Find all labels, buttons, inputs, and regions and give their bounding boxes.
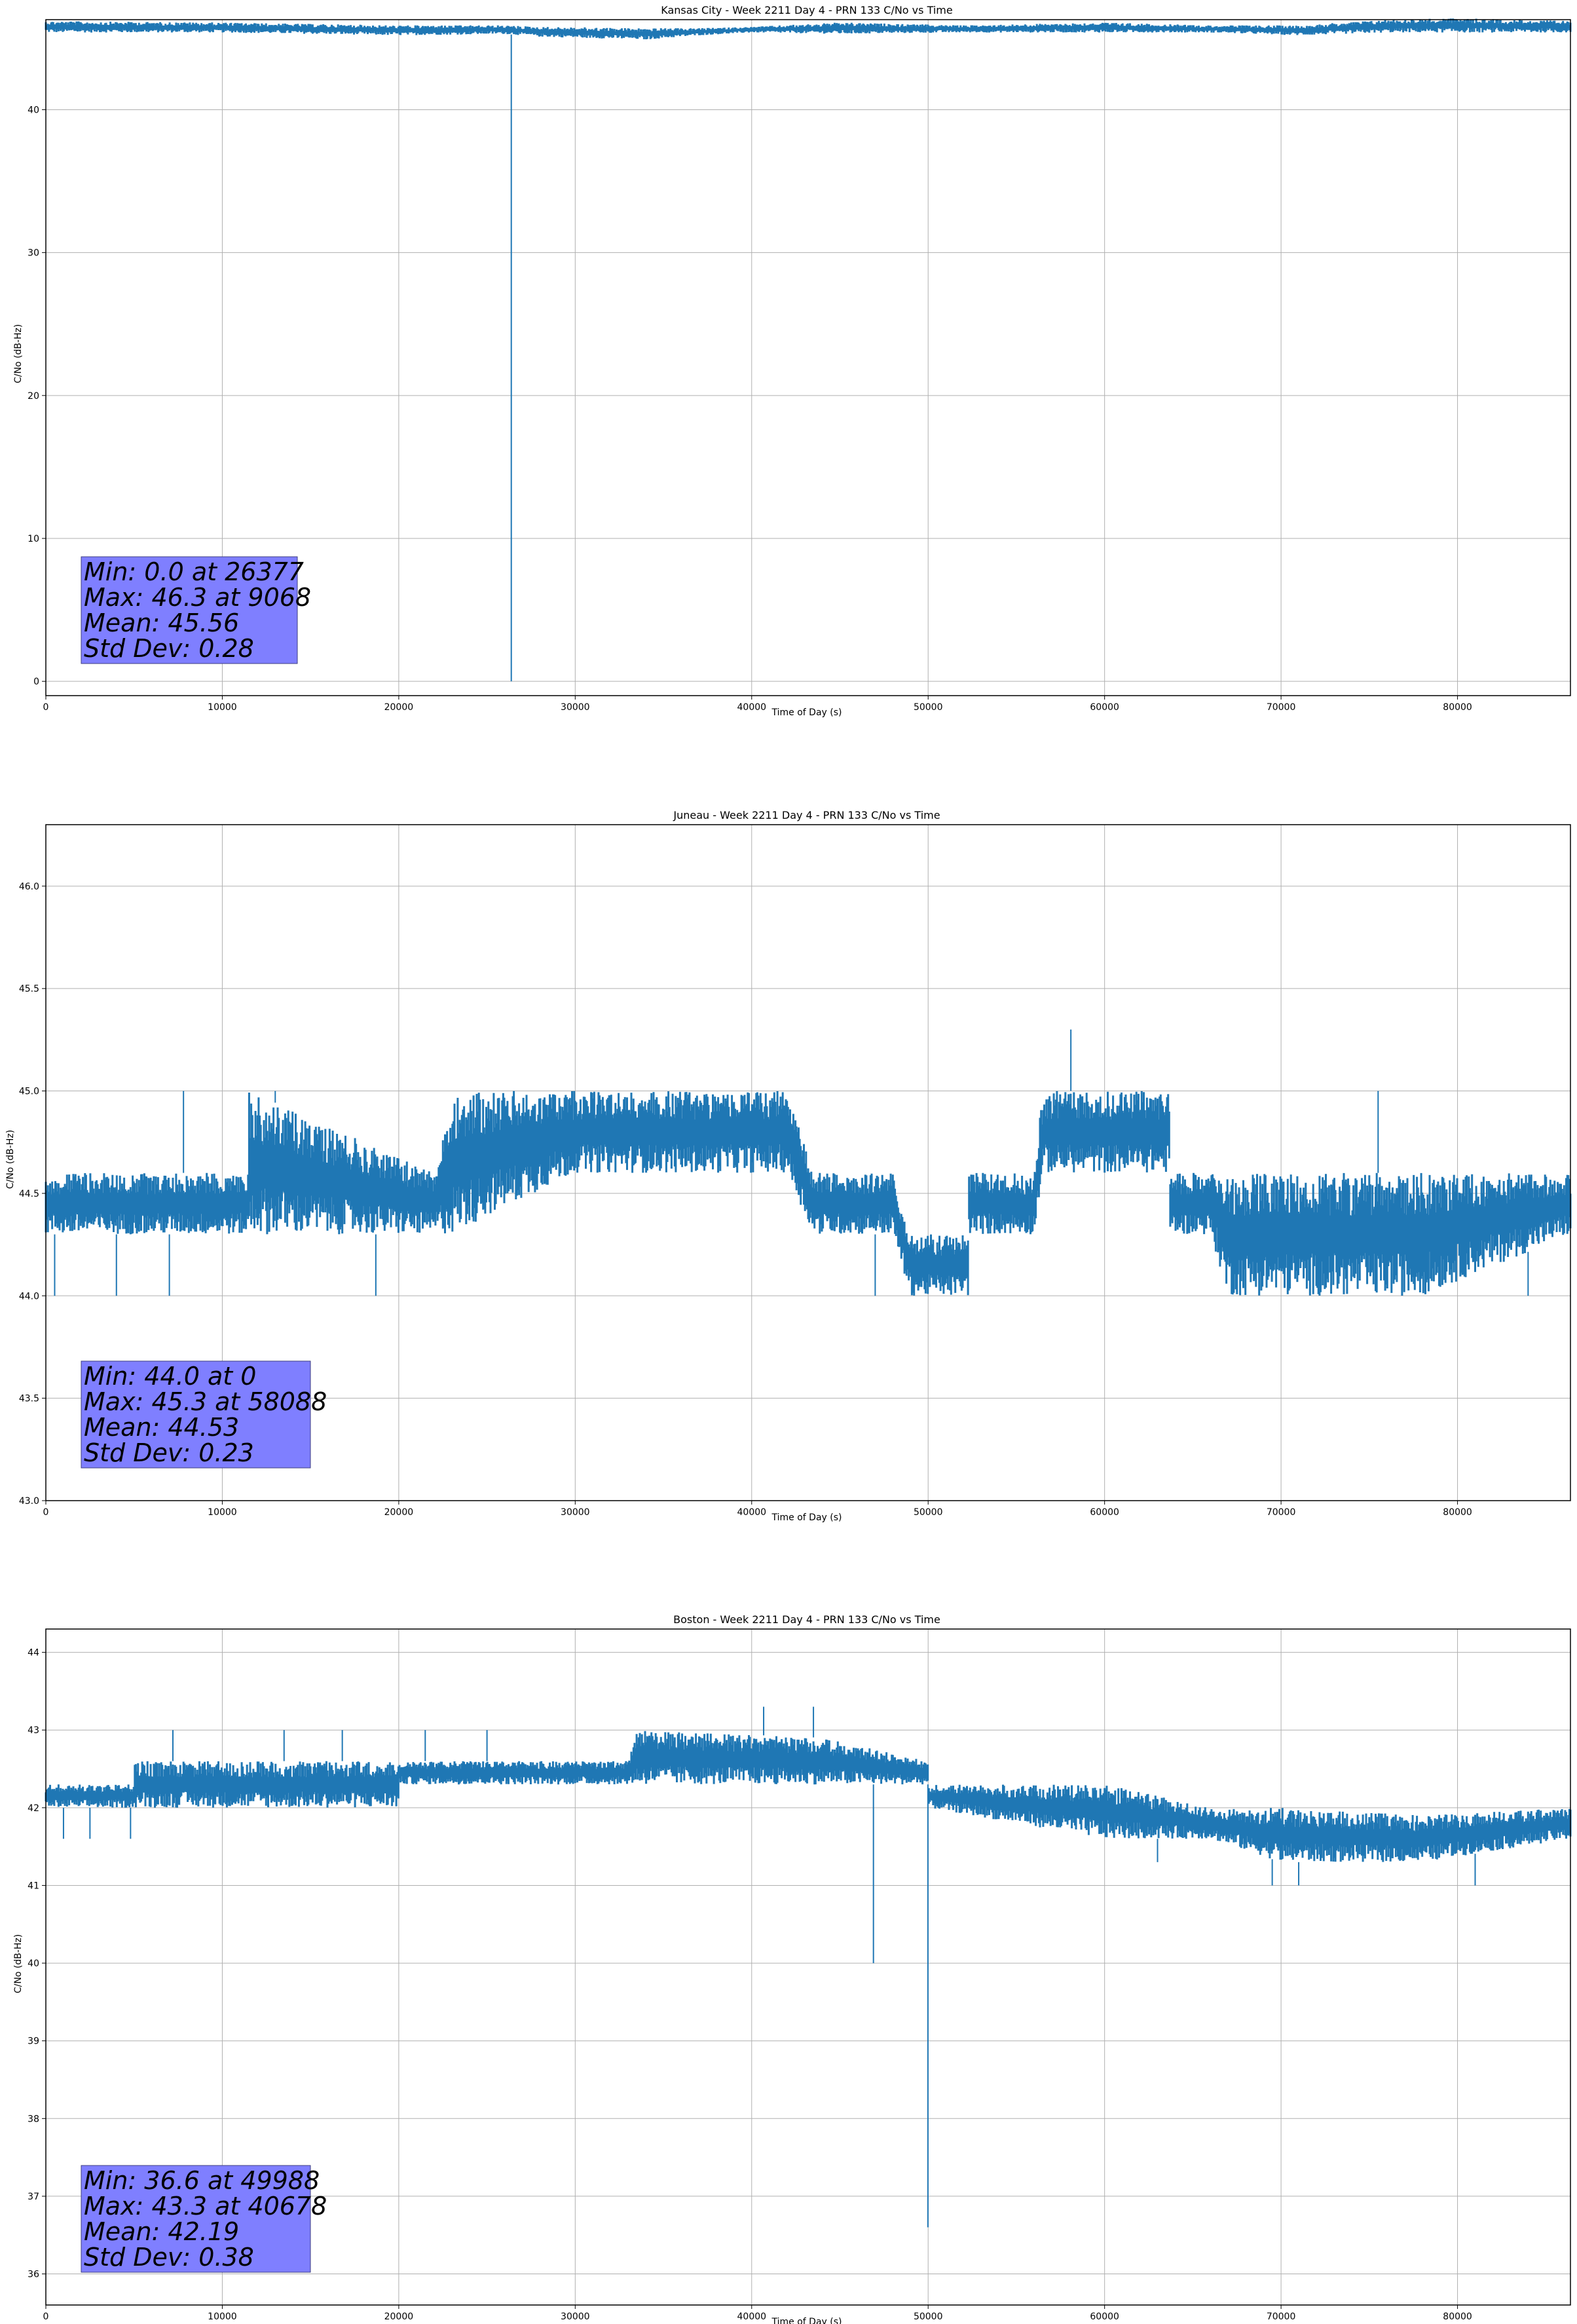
y-tick-label: 20 [28, 391, 39, 402]
x-tick-label: 60000 [1090, 1507, 1119, 1518]
y-tick-label: 43.0 [19, 1496, 39, 1507]
y-tick-label: 46.0 [19, 882, 39, 892]
x-tick-label: 70000 [1267, 2312, 1296, 2322]
x-tick-label: 0 [43, 702, 49, 713]
y-tick-label: 43.5 [19, 1394, 39, 1404]
x-tick-label: 40000 [737, 1507, 767, 1518]
y-tick-label: 37 [28, 2192, 39, 2202]
y-tick-label: 40 [28, 105, 39, 115]
y-tick-label: 38 [28, 2114, 39, 2124]
stats-min: Min: 36.6 at 49988 [84, 2166, 320, 2195]
axes-frame [45, 1628, 1571, 2306]
stats-mean: Mean: 44.53 [84, 1413, 239, 1442]
panel-juneau: Juneau - Week 2211 Day 4 - PRN 133 C/No … [5, 809, 1572, 1523]
axes-frame [45, 824, 1571, 1501]
x-tick-label: 70000 [1267, 1507, 1296, 1518]
y-tick-label: 42 [28, 1803, 39, 1814]
y-tick-label: 36 [28, 2270, 39, 2280]
stats-box: Min: 44.0 at 0 Max: 45.3 at 58088 Mean: … [81, 1360, 327, 1469]
x-tick-label: 50000 [914, 1507, 943, 1518]
x-tick-label: 0 [43, 1507, 49, 1518]
x-tick-label: 20000 [384, 1507, 414, 1518]
y-axis-label: C/No (dB-Hz) [5, 1130, 16, 1189]
stats-box: Min: 36.6 at 49988 Max: 43.3 at 40678 Me… [81, 2165, 327, 2273]
x-tick-label: 0 [43, 2312, 49, 2322]
x-tick-label: 40000 [737, 702, 767, 713]
stats-box-background [81, 1360, 311, 1469]
y-axis-label: C/No (dB-Hz) [13, 324, 24, 383]
panel-boston: Boston - Week 2211 Day 4 - PRN 133 C/No … [13, 1613, 1572, 2324]
plot-area: 0 10000 20000 30000 40000 50000 60000 70000 8000… [19, 824, 1572, 1518]
plot-area: 0 10000 20000 30000 40000 50000 60000 70000 8000… [28, 1628, 1572, 2322]
x-axis-label: Time of Day (s) [771, 1512, 842, 1523]
stats-max: Max: 43.3 at 40678 [84, 2192, 327, 2221]
y-tick-label: 40 [28, 1959, 39, 1969]
stats-box-background [81, 556, 298, 664]
y-tick-label: 44.5 [19, 1189, 39, 1199]
x-tick-label: 10000 [208, 1507, 237, 1518]
x-tick-label: 70000 [1267, 702, 1296, 713]
y-tick-label: 44.0 [19, 1291, 39, 1302]
x-tick-label: 60000 [1090, 702, 1119, 713]
stats-min: Min: 0.0 at 26377 [84, 557, 304, 586]
chart-title: Kansas City - Week 2211 Day 4 - PRN 133 … [661, 4, 952, 16]
stats-box: Min: 0.0 at 26377 Max: 46.3 at 9068 Mean… [81, 556, 311, 664]
y-tick-label: 45.5 [19, 984, 39, 994]
stats-mean: Mean: 45.56 [84, 609, 239, 637]
y-axis-label: C/No (dB-Hz) [13, 1934, 24, 1993]
y-tick-label: 30 [28, 248, 39, 259]
x-tick-label: 80000 [1443, 2312, 1472, 2322]
y-tick-label: 44 [28, 1648, 39, 1659]
x-tick-label: 50000 [914, 2312, 943, 2322]
stats-max: Max: 45.3 at 58088 [84, 1387, 327, 1416]
x-axis-label: Time of Day (s) [771, 707, 842, 718]
stats-mean: Mean: 42.19 [84, 2217, 239, 2246]
x-tick-label: 80000 [1443, 1507, 1472, 1518]
y-tick-label: 45.0 [19, 1087, 39, 1097]
x-tick-label: 30000 [561, 702, 590, 713]
stats-min: Min: 44.0 at 0 [84, 1362, 256, 1391]
x-tick-label: 40000 [737, 2312, 767, 2322]
chart-title: Boston - Week 2211 Day 4 - PRN 133 C/No … [673, 1613, 940, 1626]
x-tick-label: 50000 [914, 702, 943, 713]
panel-kansas-city: Kansas City - Week 2211 Day 4 - PRN 133 … [13, 4, 1572, 718]
x-tick-label: 20000 [384, 702, 414, 713]
y-tick-label: 43 [28, 1725, 39, 1736]
stats-std-dev: Std Dev: 0.28 [84, 634, 254, 663]
y-tick-label: 41 [28, 1881, 39, 1891]
x-tick-label: 10000 [208, 702, 237, 713]
x-tick-label: 10000 [208, 2312, 237, 2322]
stats-std-dev: Std Dev: 0.38 [84, 2243, 254, 2272]
y-tick-label: 39 [28, 2036, 39, 2047]
stats-std-dev: Std Dev: 0.23 [84, 1438, 254, 1467]
x-tick-label: 20000 [384, 2312, 414, 2322]
y-tick-label: 0 [33, 677, 39, 687]
x-tick-label: 30000 [561, 1507, 590, 1518]
plot-area: 0 10000 20000 30000 40000 50000 60000 70000 8000… [28, 18, 1572, 713]
chart-title: Juneau - Week 2211 Day 4 - PRN 133 C/No … [673, 809, 940, 821]
x-tick-label: 30000 [561, 2312, 590, 2322]
x-tick-label: 80000 [1443, 702, 1472, 713]
stats-max: Max: 46.3 at 9068 [84, 583, 311, 612]
x-tick-label: 60000 [1090, 2312, 1119, 2322]
x-axis-label: Time of Day (s) [771, 2317, 842, 2324]
axes-frame [45, 19, 1571, 696]
y-tick-label: 10 [28, 534, 39, 544]
stats-box-background [81, 2165, 311, 2273]
